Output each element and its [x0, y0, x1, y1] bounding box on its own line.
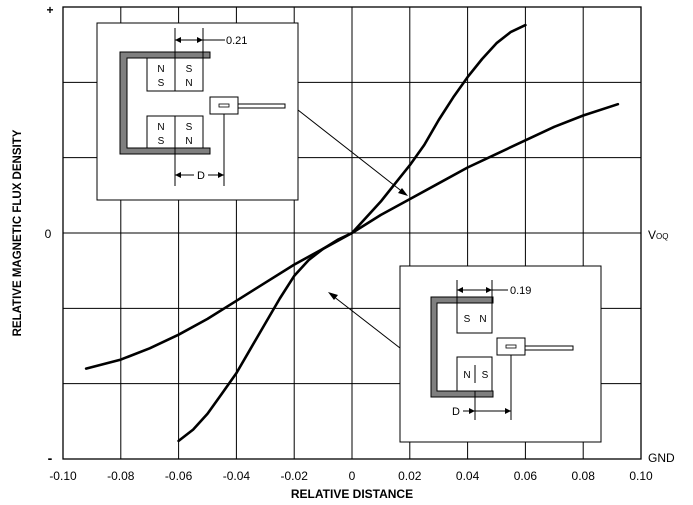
y-axis-label: RELATIVE MAGNETIC FLUX DENSITY [12, 129, 24, 336]
x-tick-label: 0.04 [456, 469, 480, 483]
inset-1-pole: S [186, 122, 193, 133]
x-tick-label: 0.06 [514, 469, 538, 483]
inset-1-arrowhead [197, 37, 203, 43]
inset-2-pole: N [479, 314, 486, 325]
voq-subscript: OQ [656, 232, 668, 241]
inset-1-arrowhead [175, 37, 181, 43]
inset-diagram-1: N S S N N S S N 0.21 D [96, 22, 408, 201]
y-tick-minus: - [48, 450, 53, 466]
inset-diagram-2: S N N S 0.19 D [328, 265, 602, 443]
y-tick-zero: 0 [45, 227, 52, 241]
inset-2-pole: N [463, 370, 470, 381]
inset-1-pole: N [185, 78, 192, 89]
inset-2-sensor-element [505, 344, 517, 349]
x-tick-label: -0.08 [107, 469, 135, 483]
inset-1-pole: S [158, 136, 165, 147]
inset-2-gap-label: 0.19 [510, 285, 531, 297]
inset-1-pole: N [157, 64, 164, 75]
inset-1-yoke [119, 51, 211, 155]
voq-label: VOQ [648, 228, 668, 242]
inset-2-arrowhead [486, 287, 492, 293]
inset-1-pointer-head [398, 188, 408, 196]
x-tick-label: -0.10 [49, 469, 77, 483]
x-axis-label: RELATIVE DISTANCE [291, 487, 413, 501]
inset-1-d-label: D [197, 170, 205, 182]
inset-1-pole: N [185, 136, 192, 147]
inset-1-sensor-lead [237, 103, 286, 109]
inset-1-magnet-top-right [174, 57, 204, 92]
inset-1-magnet-bottom-right [174, 115, 204, 149]
series-line-2 [84, 102, 620, 370]
x-tick-labels: -0.10 -0.08 -0.06 -0.04 -0.02 0 0.02 0.04 0.06 0.… [49, 469, 653, 483]
inset-2-d-label: D [452, 406, 460, 418]
inset-2-magnet-top [456, 302, 493, 334]
x-tick-label: 0.02 [398, 469, 422, 483]
inset-1-arrowhead [218, 172, 224, 178]
curves [84, 23, 620, 443]
x-tick-label: -0.06 [165, 469, 193, 483]
gnd-label: GND [648, 451, 675, 465]
plot-frame [62, 6, 642, 460]
inset-2-pointer-head [328, 292, 338, 300]
x-tick-label: -0.04 [223, 469, 251, 483]
inset-1-pointer [297, 109, 405, 194]
x-tick-label: 0 [349, 469, 356, 483]
inset-1-pole: S [186, 64, 193, 75]
inset-1-gap-label: 0.21 [226, 35, 247, 47]
voq-main: V [648, 228, 656, 242]
y-tick-plus: + [46, 3, 53, 17]
x-tick-label: 0.10 [629, 469, 653, 483]
inset-2-arrowhead [469, 408, 475, 414]
inset-1-arrowhead [175, 172, 181, 178]
x-tick-label: -0.02 [281, 469, 309, 483]
inset-2-pointer [332, 295, 401, 349]
inset-2-pole: S [482, 370, 489, 381]
inset-2-sensor-lead [524, 345, 574, 351]
inset-1-sensor-element [218, 103, 230, 108]
inset-2-yoke [430, 296, 494, 398]
inset-2-arrowhead [505, 408, 511, 414]
x-tick-label: 0.08 [572, 469, 596, 483]
inset-1-pole: S [158, 78, 165, 89]
inset-1-pole: N [157, 122, 164, 133]
inset-2-pole: S [464, 314, 471, 325]
inset-2-arrowhead [457, 287, 463, 293]
